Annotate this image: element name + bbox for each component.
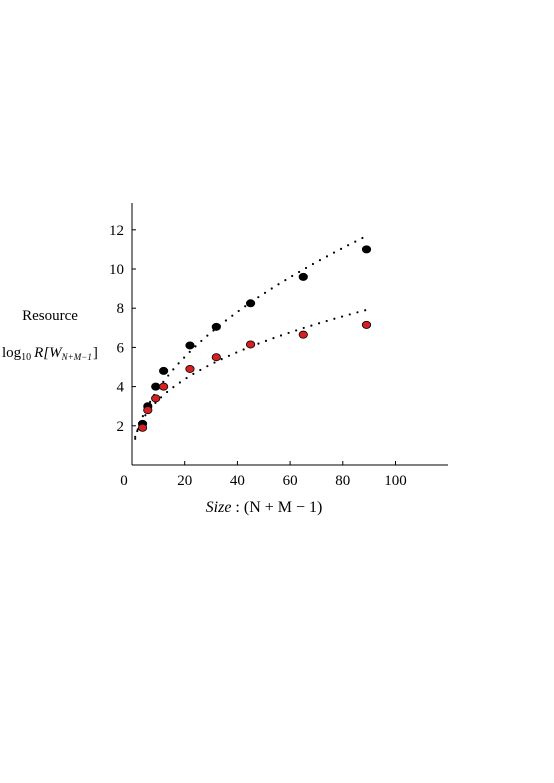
axes bbox=[131, 203, 448, 466]
y-tick-label: 2 bbox=[117, 419, 125, 435]
x-tick-label: 20 bbox=[177, 473, 192, 489]
y-tick-label: 4 bbox=[117, 380, 125, 396]
x-tick-label: 80 bbox=[335, 473, 350, 489]
data-point bbox=[298, 272, 308, 281]
x-tick-label: 100 bbox=[384, 473, 407, 489]
data-point bbox=[245, 299, 256, 308]
fit-lines bbox=[134, 235, 368, 440]
y-tick-label: 12 bbox=[109, 223, 124, 239]
data-point bbox=[151, 382, 161, 391]
data-points bbox=[137, 245, 372, 432]
data-point bbox=[151, 394, 161, 403]
data-point bbox=[361, 320, 372, 329]
y-axis-title-log-base: 10 bbox=[21, 352, 31, 363]
data-point bbox=[211, 322, 221, 331]
ticks: 0 20 40 60 80 100 2 4 6 8 10 12 bbox=[109, 223, 407, 489]
y-tick-label: 6 bbox=[117, 340, 125, 356]
data-point bbox=[211, 353, 221, 362]
data-point bbox=[245, 340, 256, 349]
x-axis-title: Size : (N + M − 1) bbox=[206, 499, 323, 516]
data-point bbox=[143, 406, 153, 415]
y-axis-title-subscript: N+M−1 bbox=[61, 352, 92, 362]
x-tick-label: 0 bbox=[120, 473, 128, 489]
x-axis-title-size: Size bbox=[206, 499, 232, 516]
y-tick-label: 8 bbox=[117, 301, 125, 317]
x-tick-label: 40 bbox=[230, 473, 245, 489]
x-tick-label: 60 bbox=[283, 473, 298, 489]
fit-line bbox=[134, 308, 368, 438]
y-axis-title-log: log bbox=[2, 345, 22, 361]
data-point bbox=[137, 423, 148, 432]
data-point bbox=[298, 330, 308, 339]
data-point bbox=[185, 341, 195, 350]
y-axis-title-function: R[W bbox=[33, 345, 63, 361]
y-tick-label: 10 bbox=[109, 262, 124, 278]
data-point bbox=[159, 366, 169, 375]
y-axis-title-close: ] bbox=[93, 345, 98, 361]
y-axis-title-line2: log10 R[WN+M−1] bbox=[2, 345, 98, 363]
y-axis-title-line1: Resource bbox=[22, 308, 78, 324]
data-point bbox=[185, 364, 195, 373]
x-axis-title-expression: : (N + M − 1) bbox=[231, 499, 322, 516]
data-point bbox=[361, 245, 372, 254]
fit-line bbox=[134, 235, 368, 440]
data-point bbox=[159, 382, 169, 391]
